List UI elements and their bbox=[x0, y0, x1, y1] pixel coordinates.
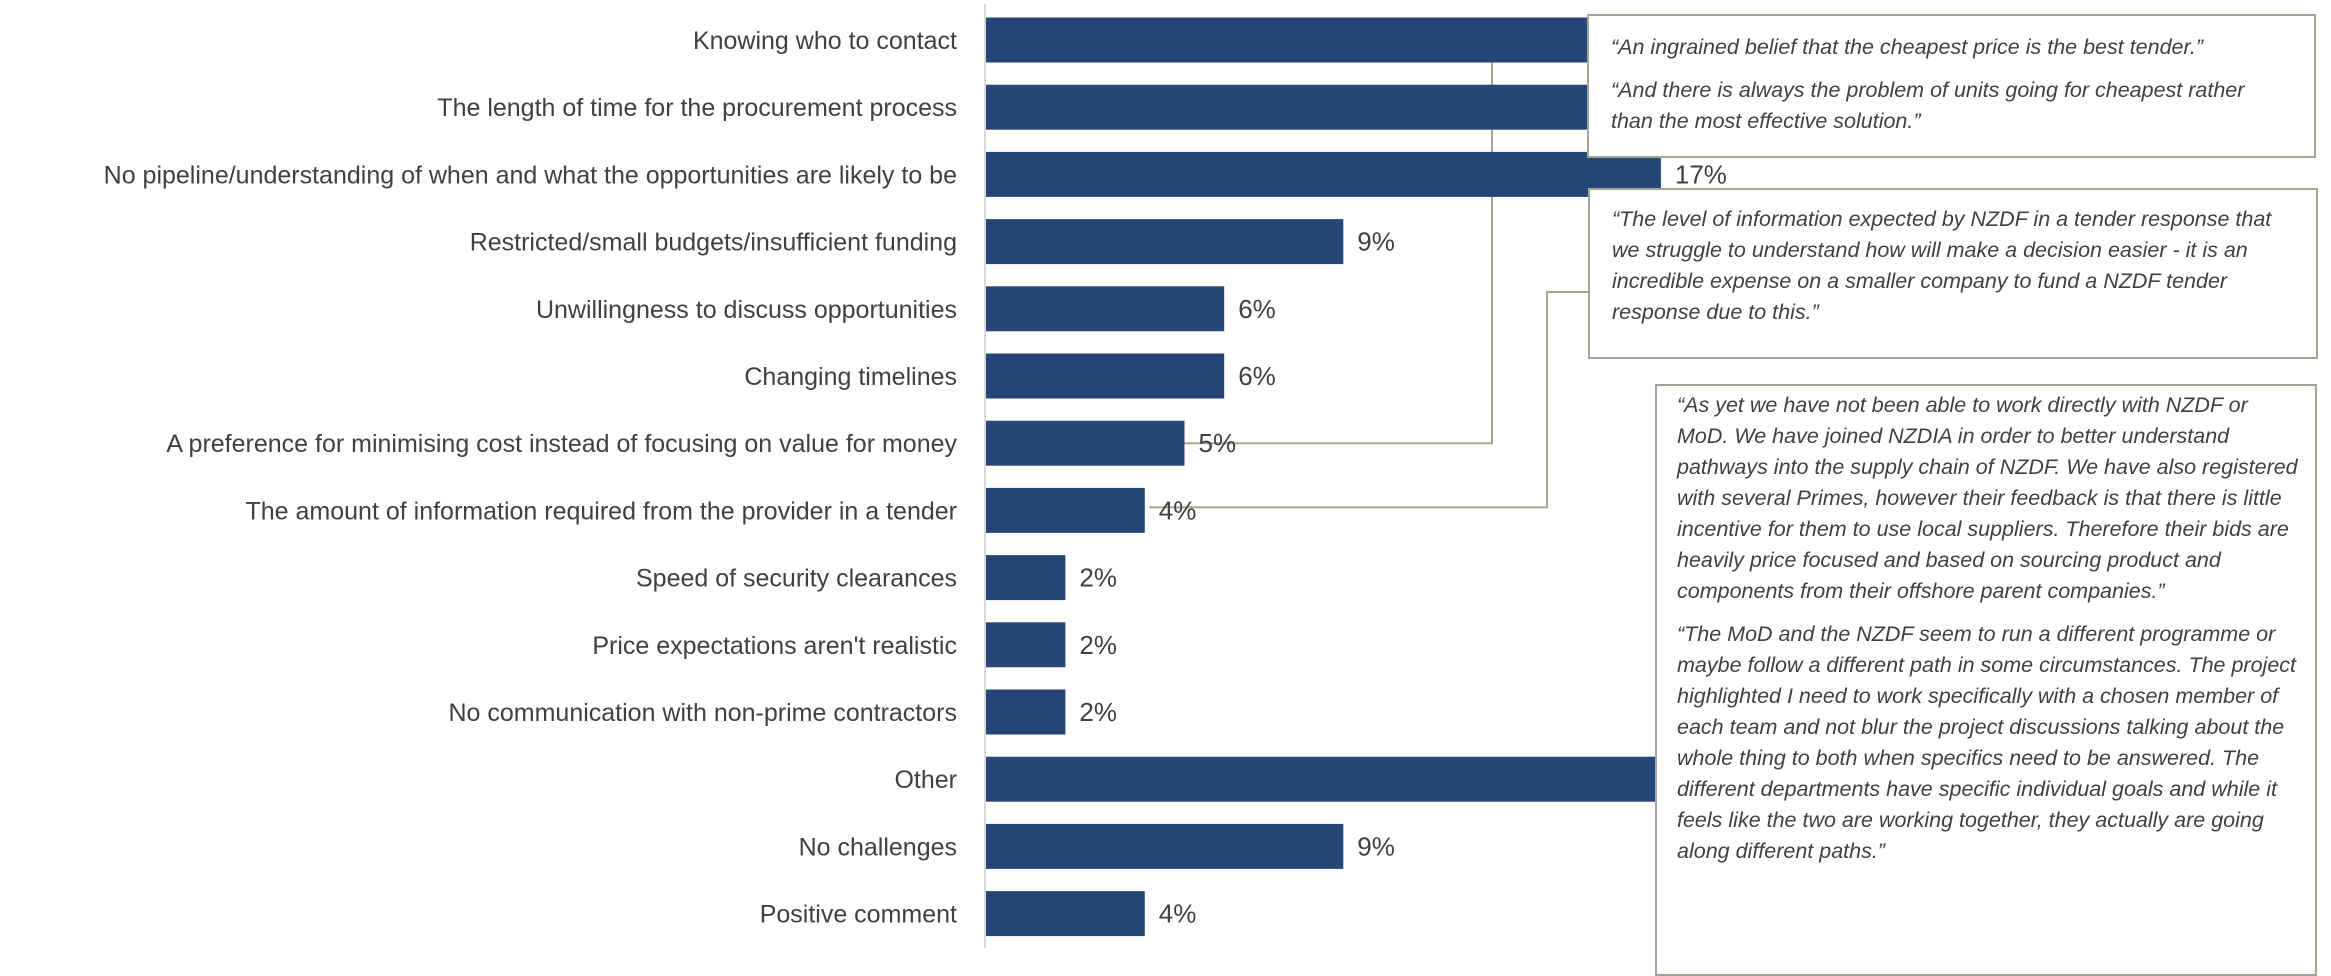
quote-box-cost: “An ingrained belief that the cheapest p… bbox=[1587, 14, 2316, 158]
category-label: No challenges bbox=[799, 833, 957, 861]
value-label: 2% bbox=[1079, 697, 1117, 727]
value-label: 5% bbox=[1199, 428, 1237, 458]
value-label: 4% bbox=[1159, 899, 1197, 929]
quote-box-other: “As yet we have not been able to work di… bbox=[1655, 384, 2317, 976]
value-label: 6% bbox=[1238, 361, 1276, 391]
category-label: Positive comment bbox=[760, 901, 957, 929]
value-label: 2% bbox=[1079, 630, 1117, 660]
bar bbox=[986, 84, 1701, 130]
category-labels: Knowing who to contact The length of time… bbox=[104, 27, 958, 929]
quote-text: “And there is always the problem of unit… bbox=[1611, 78, 2245, 133]
category-label: The amount of information required from … bbox=[246, 497, 958, 525]
bars-group bbox=[986, 17, 2058, 937]
category-label: Speed of security clearances bbox=[636, 565, 957, 593]
bar bbox=[986, 823, 1344, 869]
category-label: Restricted/small budgets/insufficient fu… bbox=[470, 229, 957, 257]
category-label: Unwillingness to discuss opportunities bbox=[536, 296, 957, 324]
value-label: 6% bbox=[1238, 294, 1276, 324]
bar bbox=[986, 622, 1066, 668]
callout-connectors bbox=[1149, 35, 1655, 784]
category-label: Changing timelines bbox=[744, 363, 957, 391]
quote-box-information: “The level of information expected by NZ… bbox=[1588, 188, 2318, 359]
category-label: No communication with non-prime contract… bbox=[448, 699, 957, 727]
category-label: Other bbox=[894, 766, 957, 794]
category-label: Price expectations aren't realistic bbox=[592, 632, 957, 660]
bar bbox=[986, 219, 1344, 265]
category-label: A preference for minimising cost instead… bbox=[166, 430, 957, 458]
value-label: 9% bbox=[1357, 831, 1395, 861]
value-label: 4% bbox=[1159, 495, 1197, 525]
value-label: 2% bbox=[1079, 563, 1117, 593]
quote-text: “An ingrained belief that the cheapest p… bbox=[1611, 35, 2204, 59]
category-label: The length of time for the procurement p… bbox=[437, 94, 957, 122]
bar bbox=[986, 891, 1145, 937]
bar bbox=[986, 151, 1661, 197]
quote-text: “The MoD and the NZDF seem to run a diff… bbox=[1677, 622, 2297, 863]
bar bbox=[986, 487, 1145, 533]
category-label: Knowing who to contact bbox=[693, 27, 957, 55]
value-label: 17% bbox=[1675, 159, 1727, 189]
quote-text: “The level of information expected by NZ… bbox=[1612, 207, 2272, 324]
category-label: No pipeline/understanding of when and wh… bbox=[104, 161, 957, 189]
bar bbox=[986, 353, 1225, 399]
bar bbox=[986, 689, 1066, 735]
bar bbox=[986, 555, 1066, 601]
quote-text: “As yet we have not been able to work di… bbox=[1677, 393, 2298, 603]
connector-line-information bbox=[1149, 291, 1588, 509]
bar bbox=[986, 420, 1185, 466]
value-label: 9% bbox=[1357, 227, 1395, 257]
bar bbox=[986, 286, 1225, 332]
